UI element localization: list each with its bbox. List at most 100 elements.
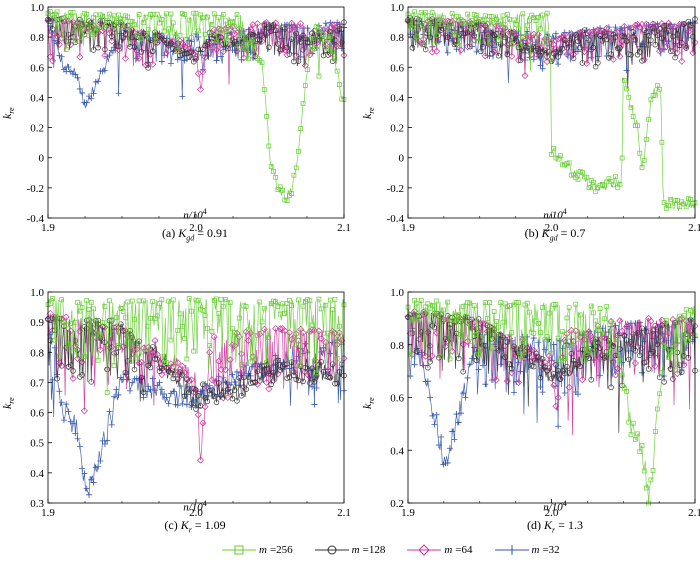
data-point — [599, 325, 606, 332]
data-point — [115, 90, 122, 97]
data-point — [186, 17, 192, 23]
data-point — [663, 22, 670, 29]
data-point — [215, 373, 222, 380]
data-point — [549, 351, 554, 356]
data-point — [659, 139, 665, 145]
data-point — [417, 328, 425, 336]
data-point — [539, 356, 546, 362]
data-point — [76, 53, 84, 61]
data-point — [524, 333, 531, 340]
data-point — [592, 27, 600, 35]
data-point — [145, 65, 151, 71]
data-point — [628, 432, 634, 438]
caption-a: (a) Kgd = 0.91 — [161, 226, 229, 243]
data-point — [574, 48, 581, 55]
data-point — [145, 323, 151, 329]
data-point — [578, 376, 586, 384]
data-point — [109, 317, 115, 323]
data-point — [201, 53, 209, 61]
data-point — [645, 32, 652, 39]
data-point — [420, 362, 427, 369]
data-point — [214, 296, 219, 302]
data-point — [272, 325, 280, 333]
data-point — [232, 23, 238, 29]
data-point — [652, 92, 658, 98]
data-point — [455, 419, 462, 426]
data-point — [575, 38, 581, 45]
data-point — [538, 26, 543, 32]
data-point — [168, 337, 174, 343]
y-tick-label: 0.9 — [30, 317, 44, 329]
data-point — [482, 381, 489, 388]
data-point — [564, 45, 570, 51]
data-point — [672, 367, 678, 373]
data-point — [415, 335, 423, 343]
data-point — [313, 372, 320, 379]
data-point — [557, 153, 563, 159]
data-point — [216, 380, 222, 386]
data-point — [541, 346, 548, 353]
data-point — [617, 346, 623, 352]
data-point — [463, 21, 468, 26]
data-point — [173, 34, 178, 40]
data-point — [298, 362, 304, 368]
data-point — [252, 379, 258, 386]
data-point — [639, 40, 646, 47]
data-point — [467, 300, 473, 306]
data-point — [168, 11, 174, 17]
data-point — [52, 337, 58, 343]
data-point — [434, 298, 440, 304]
data-point — [467, 43, 473, 50]
data-point — [316, 73, 322, 79]
data-point — [448, 347, 456, 355]
data-point — [327, 34, 333, 40]
data-point — [58, 363, 65, 369]
data-point — [286, 51, 293, 57]
data-point — [449, 11, 455, 16]
legend-marker-square-icon — [222, 545, 256, 555]
data-point — [225, 357, 231, 363]
data-point — [218, 297, 224, 303]
data-point — [630, 114, 636, 119]
data-point — [93, 12, 99, 18]
data-point — [72, 430, 79, 437]
data-point — [617, 181, 623, 187]
data-point — [129, 379, 136, 386]
y-tick-label: 0.8 — [30, 32, 44, 44]
y-tick-label: 0.8 — [30, 347, 44, 359]
data-point — [414, 348, 420, 355]
data-point — [588, 54, 595, 61]
y-tick-label: 0 — [399, 153, 405, 165]
data-point — [181, 50, 188, 57]
data-point — [599, 331, 605, 337]
data-point — [535, 339, 542, 346]
data-point — [524, 300, 530, 306]
data-point — [624, 86, 629, 92]
data-point — [246, 56, 251, 62]
data-point — [167, 360, 175, 368]
data-point — [526, 350, 533, 357]
data-point — [183, 41, 191, 49]
data-point — [193, 56, 199, 62]
data-point — [205, 14, 210, 20]
data-point — [542, 40, 548, 46]
data-point — [537, 52, 544, 59]
data-point — [79, 305, 85, 310]
data-point — [334, 356, 340, 361]
data-point — [152, 387, 159, 394]
data-point — [608, 384, 614, 391]
data-point — [65, 408, 72, 415]
data-point — [502, 22, 508, 28]
data-point — [626, 356, 632, 363]
data-point — [289, 303, 294, 309]
data-point — [216, 14, 222, 20]
data-point — [104, 18, 110, 23]
data-point — [595, 328, 601, 334]
data-point — [58, 399, 65, 406]
data-point — [169, 363, 177, 371]
data-point — [220, 12, 226, 17]
data-point — [666, 203, 671, 208]
data-point — [72, 319, 78, 325]
data-point — [602, 316, 607, 322]
